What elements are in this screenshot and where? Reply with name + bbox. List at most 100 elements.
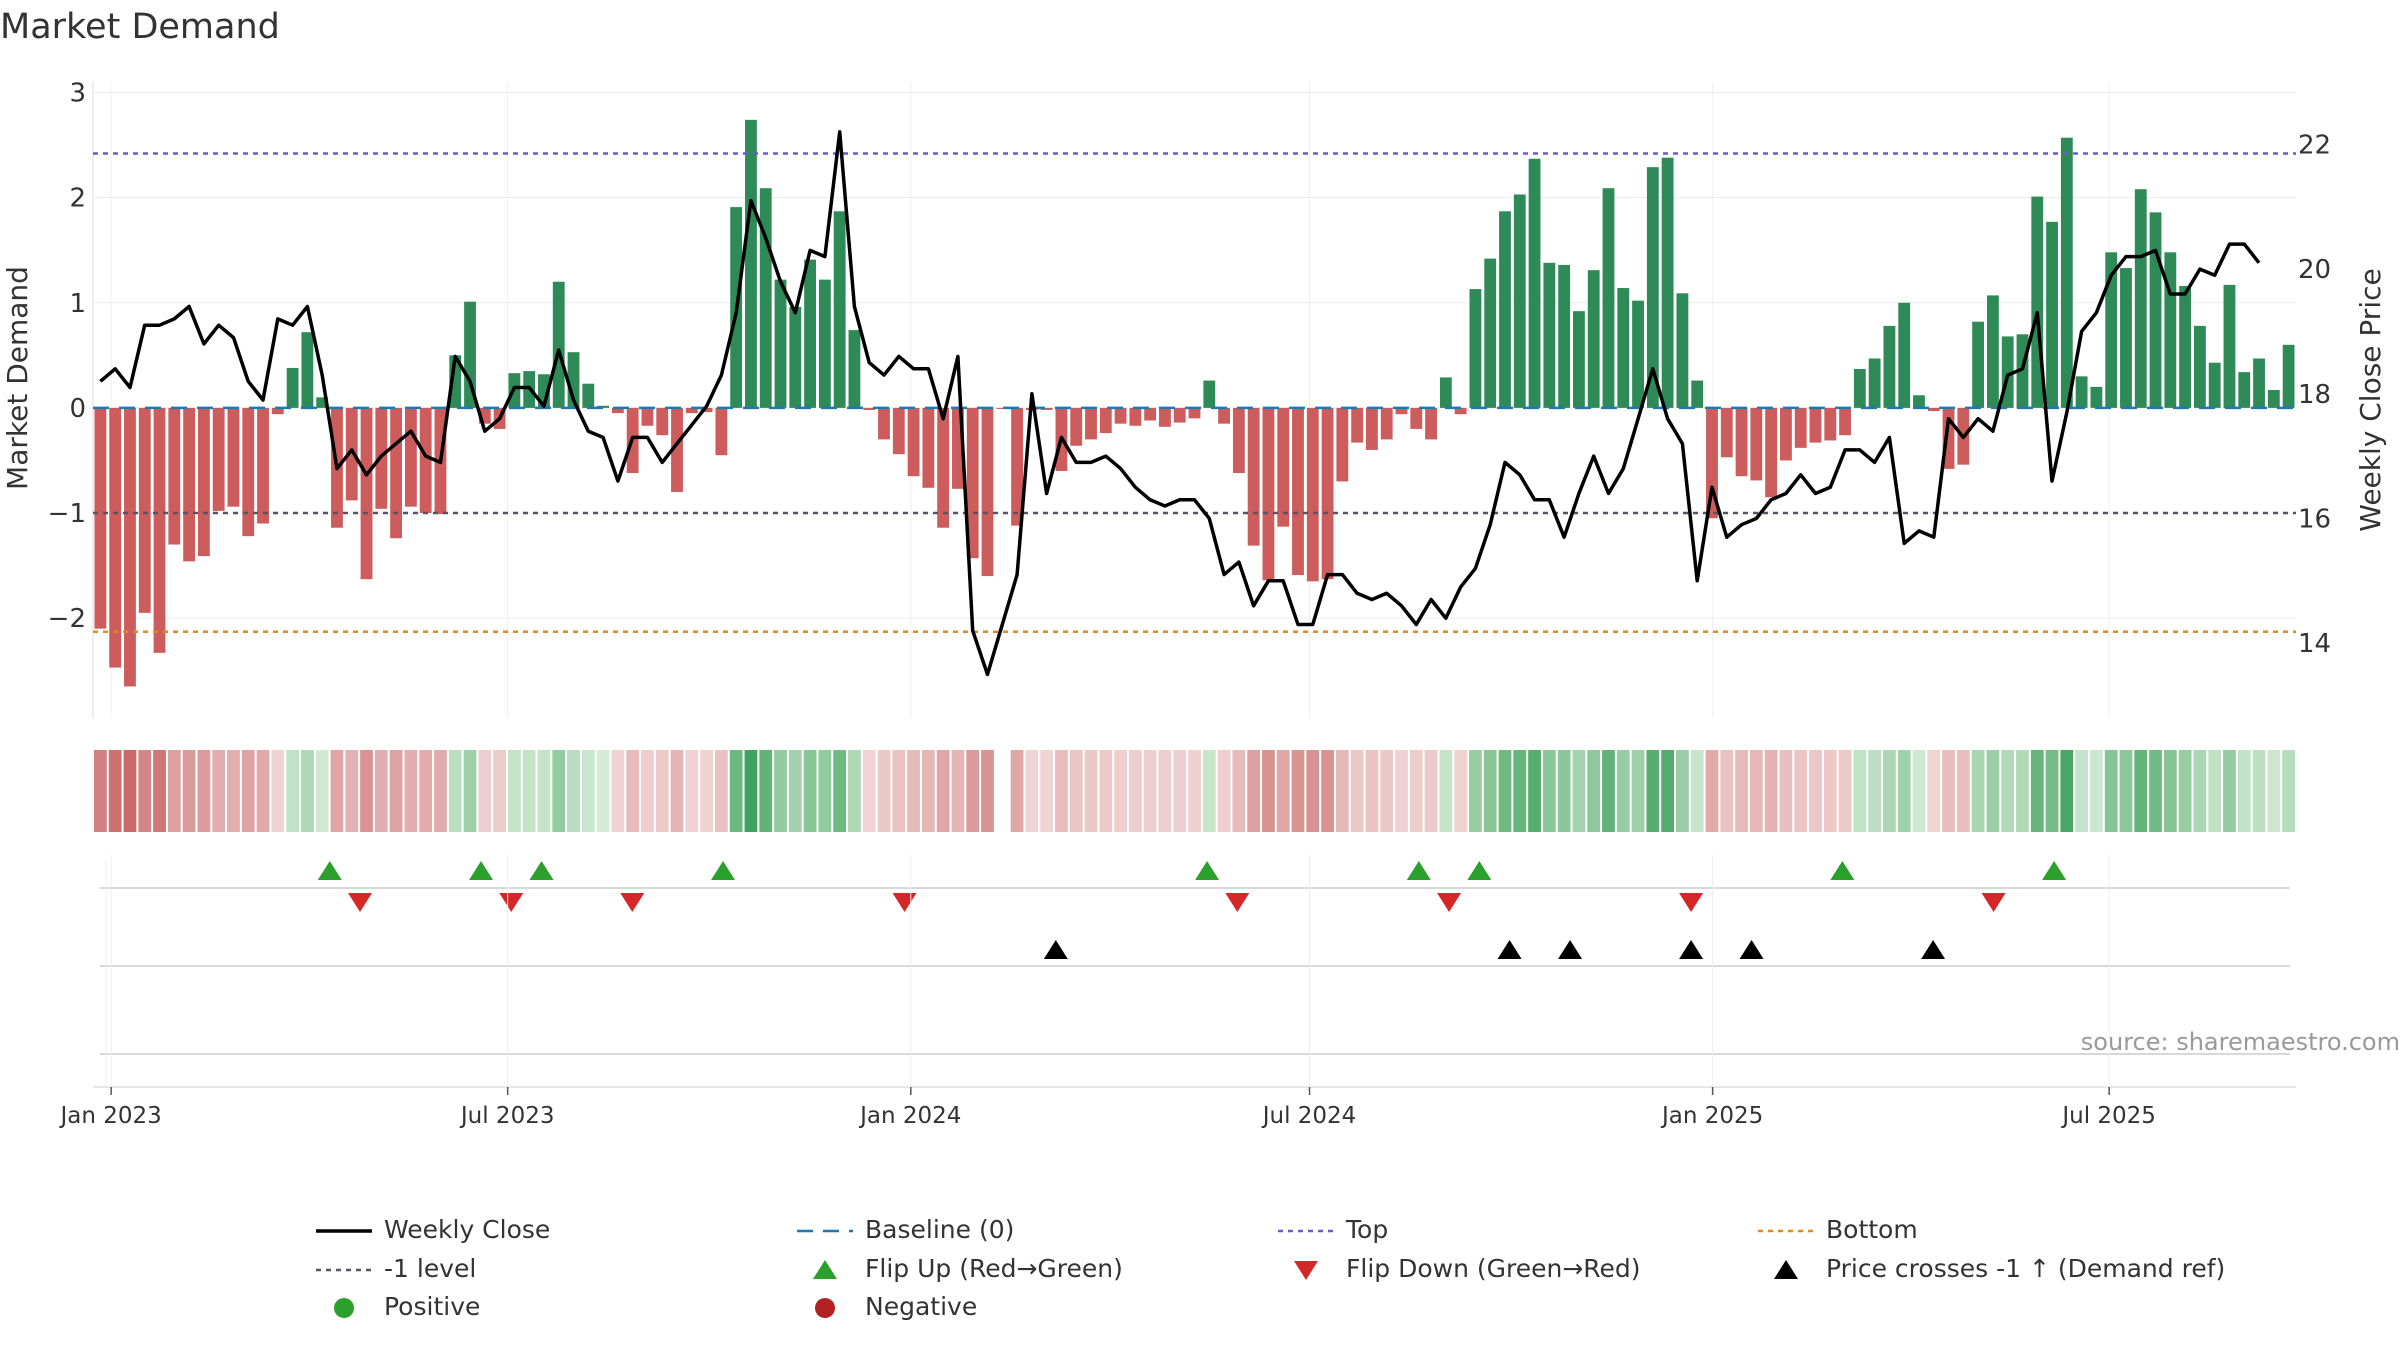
heat-cell <box>1395 750 1408 832</box>
heat-cell <box>2223 750 2236 832</box>
demand-bar-negative <box>1292 407 1304 576</box>
legend: Weekly Close Baseline (0) Top Bottom -1 leve… <box>316 1215 2225 1321</box>
heat-cell <box>300 750 314 832</box>
heat-cell <box>1321 750 1334 832</box>
demand-bar-negative <box>1011 407 1023 526</box>
flip-down-marker <box>620 893 645 912</box>
demand-bar-negative <box>478 407 491 424</box>
demand-bar-negative <box>1040 407 1053 410</box>
demand-bar-negative <box>863 407 876 410</box>
heat-cell <box>1779 750 1793 832</box>
demand-bar-negative <box>1366 407 1378 450</box>
demand-bar-positive <box>2223 284 2236 408</box>
demand-bar-negative <box>360 407 373 580</box>
heat-cell <box>478 750 492 832</box>
heat-cell <box>1188 750 1201 832</box>
demand-bar-negative <box>656 407 669 436</box>
flip-down-marker <box>892 893 917 912</box>
demand-bar-positive <box>2253 358 2265 408</box>
heat-cell <box>966 750 980 832</box>
demand-bar-negative <box>109 407 122 668</box>
x-tick-label: Jul 2024 <box>1261 1103 1357 1129</box>
heat-cell <box>670 750 684 832</box>
heat-cell <box>271 750 285 832</box>
heat-cell <box>434 750 447 832</box>
demand-bar-positive <box>1691 380 1704 408</box>
heat-cell <box>2282 750 2295 832</box>
x-tick-label: Jan 2024 <box>858 1103 961 1129</box>
flip-up-marker <box>1195 861 1220 880</box>
heat-cell <box>1143 750 1157 832</box>
demand-bar-positive <box>2149 212 2162 408</box>
heat-cell <box>2030 750 2044 832</box>
demand-bar-negative <box>907 407 920 477</box>
demand-bar-positive <box>552 281 565 408</box>
demand-bar-negative <box>153 407 166 653</box>
demand-bar-negative <box>671 407 683 492</box>
demand-bar-negative <box>212 407 225 511</box>
heat-cell <box>700 750 713 832</box>
demand-bar-positive <box>567 352 580 408</box>
demand-bar-negative <box>419 407 432 514</box>
demand-bar-negative <box>257 407 269 524</box>
heat-cell <box>1469 750 1482 832</box>
heat-cell <box>1454 750 1468 832</box>
cross-marker <box>1921 940 1946 959</box>
heat-cell <box>1409 750 1423 832</box>
heat-cell <box>936 750 950 832</box>
heat-cell <box>212 750 226 832</box>
heat-cell <box>626 750 640 832</box>
heat-cell <box>1661 750 1675 832</box>
demand-bar-negative <box>685 407 698 414</box>
demand-bar-positive <box>2282 344 2295 408</box>
chart-title: Market Demand <box>0 7 280 47</box>
heat-cell <box>1809 750 1822 832</box>
heat-cell <box>1202 750 1216 832</box>
legend-flip-down-swatch <box>1294 1261 1318 1280</box>
weekly-close-line <box>99 130 2261 677</box>
legend-flip-down-label: Flip Down (Green→Red) <box>1346 1254 1641 1283</box>
heat-cell <box>685 750 699 832</box>
cross-marker <box>1043 940 1068 959</box>
demand-bar-negative <box>1942 407 1955 469</box>
heat-cell <box>123 750 137 832</box>
legend-baseline-label: Baseline (0) <box>865 1215 1014 1244</box>
demand-bar-positive <box>1587 270 1600 408</box>
demand-bar-negative <box>1395 407 1408 415</box>
heat-cell <box>256 750 270 832</box>
demand-bar-negative <box>1839 407 1851 436</box>
heat-cell <box>567 750 580 832</box>
legend-negative-swatch <box>815 1298 835 1318</box>
demand-bar-negative <box>1099 407 1112 434</box>
heat-cell <box>1114 750 1127 832</box>
demand-bar-positive <box>1499 211 1511 408</box>
y-tick-label: 3 <box>69 79 86 109</box>
demand-bar-negative <box>878 407 890 440</box>
demand-bar-positive <box>597 405 610 408</box>
demand-bar-negative <box>1706 407 1718 519</box>
heat-cell <box>1927 750 1941 832</box>
heat-cell <box>94 750 107 832</box>
heat-cell <box>803 750 817 832</box>
heat-cell <box>360 750 373 832</box>
heat-cell <box>907 750 920 832</box>
demand-bar-positive <box>1676 293 1689 408</box>
demand-bar-negative <box>937 407 950 528</box>
heat-cell <box>493 750 506 832</box>
legend-cross-swatch <box>1774 1260 1798 1279</box>
demand-bar-positive <box>2134 189 2147 408</box>
flip-down-marker <box>1981 893 2006 912</box>
demand-bar-negative <box>1410 407 1423 429</box>
heat-cell <box>1631 750 1645 832</box>
demand-bar-positive <box>316 397 329 408</box>
heat-cell <box>1971 750 1985 832</box>
flip-up-marker <box>1830 861 1855 880</box>
heat-cell <box>552 750 566 832</box>
heat-cell <box>848 750 861 832</box>
demand-bar-positive <box>789 306 802 408</box>
heat-cell <box>2104 750 2118 832</box>
demand-bar-positive <box>804 259 816 408</box>
heat-cell <box>2252 750 2266 832</box>
y2-tick-label: 14 <box>2298 629 2331 659</box>
legend-minus-one-label: -1 level <box>384 1254 476 1283</box>
